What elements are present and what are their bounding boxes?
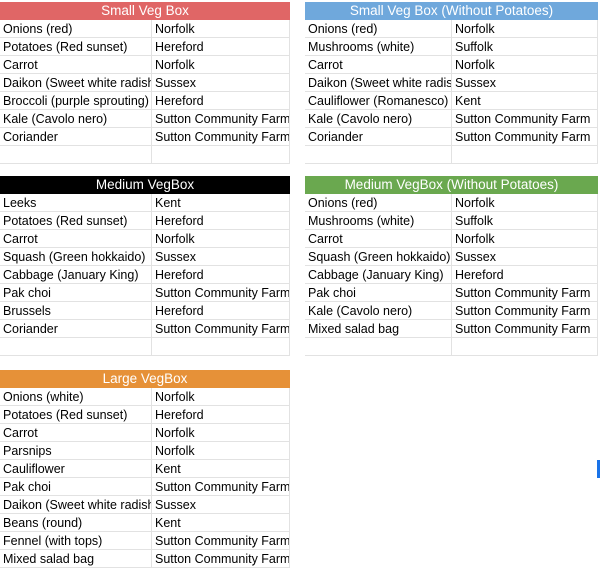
cell: Potatoes (Red sunset): [0, 406, 152, 424]
cell: Norfolk: [152, 230, 290, 248]
cell: Sussex: [152, 496, 290, 514]
cell: Hereford: [152, 266, 290, 284]
cell: Sutton Community Farm: [452, 284, 598, 302]
cell: Carrot: [305, 56, 452, 74]
cell: Norfolk: [452, 230, 598, 248]
cell: Sutton Community Farm: [152, 550, 290, 568]
cell: Onions (red): [0, 20, 152, 38]
cell: Pak choi: [305, 284, 452, 302]
cell: Sutton Community Farm: [452, 320, 598, 338]
cell: Kent: [152, 514, 290, 532]
cell: Mixed salad bag: [305, 320, 452, 338]
cell: Brussels: [0, 302, 152, 320]
table-title: Medium VegBox: [0, 176, 290, 194]
cell: Hereford: [152, 92, 290, 110]
cell: Cauliflower: [0, 460, 152, 478]
cell: Suffolk: [452, 212, 598, 230]
cell: Hereford: [452, 266, 598, 284]
table-title: Medium VegBox (Without Potatoes): [305, 176, 598, 194]
cell: Sussex: [452, 74, 598, 92]
cell: Carrot: [0, 56, 152, 74]
cell: [152, 146, 290, 164]
cell: Sutton Community Farm: [152, 284, 290, 302]
cell: Beans (round): [0, 514, 152, 532]
cell: Sussex: [152, 248, 290, 266]
cell: Carrot: [305, 230, 452, 248]
cell: Cabbage (January King): [0, 266, 152, 284]
cell: Suffolk: [452, 38, 598, 56]
cell: Hereford: [152, 212, 290, 230]
cell: Carrot: [0, 424, 152, 442]
cell: Norfolk: [152, 20, 290, 38]
cell: Hereford: [152, 38, 290, 56]
cell: Sutton Community Farm: [152, 128, 290, 146]
cell: Norfolk: [452, 20, 598, 38]
cell: [452, 338, 598, 356]
cell: [0, 338, 152, 356]
cell: Norfolk: [152, 388, 290, 406]
cell: Kent: [152, 460, 290, 478]
cell: Norfolk: [152, 56, 290, 74]
cell: Onions (red): [305, 194, 452, 212]
cell: Daikon (Sweet white radish): [0, 496, 152, 514]
cell: Sutton Community Farm: [452, 302, 598, 320]
cell: Potatoes (Red sunset): [0, 212, 152, 230]
cell: Sutton Community Farm: [152, 320, 290, 338]
cell: Sutton Community Farm: [452, 110, 598, 128]
cell: Sutton Community Farm: [152, 532, 290, 550]
cell: [305, 338, 452, 356]
cell: [452, 146, 598, 164]
cell: Sussex: [452, 248, 598, 266]
cell: Fennel (with tops): [0, 532, 152, 550]
cell: Squash (Green hokkaido): [0, 248, 152, 266]
cursor-marker: [597, 460, 600, 478]
cell: Pak choi: [0, 284, 152, 302]
cell: Coriander: [305, 128, 452, 146]
table-title: Small Veg Box (Without Potatoes): [305, 2, 598, 20]
cell: Sussex: [152, 74, 290, 92]
cell: Cauliflower (Romanesco): [305, 92, 452, 110]
cell: Sutton Community Farm: [152, 478, 290, 496]
cell: Kale (Cavolo nero): [305, 302, 452, 320]
cell: Cabbage (January King): [305, 266, 452, 284]
cell: [152, 338, 290, 356]
cell: Mushrooms (white): [305, 212, 452, 230]
cell: Norfolk: [452, 56, 598, 74]
cell: Mushrooms (white): [305, 38, 452, 56]
cell: Kale (Cavolo nero): [305, 110, 452, 128]
cell: Daikon (Sweet white radish): [0, 74, 152, 92]
cell: [0, 146, 152, 164]
cell: Parsnips: [0, 442, 152, 460]
cell: Kale (Cavolo nero): [0, 110, 152, 128]
cell: Potatoes (Red sunset): [0, 38, 152, 56]
cell: Norfolk: [152, 442, 290, 460]
cell: Sutton Community Farm: [452, 128, 598, 146]
cell: Norfolk: [452, 194, 598, 212]
cell: Kent: [452, 92, 598, 110]
cell: Onions (red): [305, 20, 452, 38]
cell: Mixed salad bag: [0, 550, 152, 568]
cell: Sutton Community Farm: [152, 110, 290, 128]
cell: Norfolk: [152, 424, 290, 442]
cell: Carrot: [0, 230, 152, 248]
table-title: Small Veg Box: [0, 2, 290, 20]
cell: Squash (Green hokkaido): [305, 248, 452, 266]
cell: Onions (white): [0, 388, 152, 406]
cell: Pak choi: [0, 478, 152, 496]
cell: Leeks: [0, 194, 152, 212]
table-title: Large VegBox: [0, 370, 290, 388]
cell: Coriander: [0, 128, 152, 146]
cell: Kent: [152, 194, 290, 212]
cell: Coriander: [0, 320, 152, 338]
cell: Hereford: [152, 302, 290, 320]
cell: Hereford: [152, 406, 290, 424]
cell: [305, 146, 452, 164]
cell: Broccoli (purple sprouting): [0, 92, 152, 110]
cell: Daikon (Sweet white radish): [305, 74, 452, 92]
